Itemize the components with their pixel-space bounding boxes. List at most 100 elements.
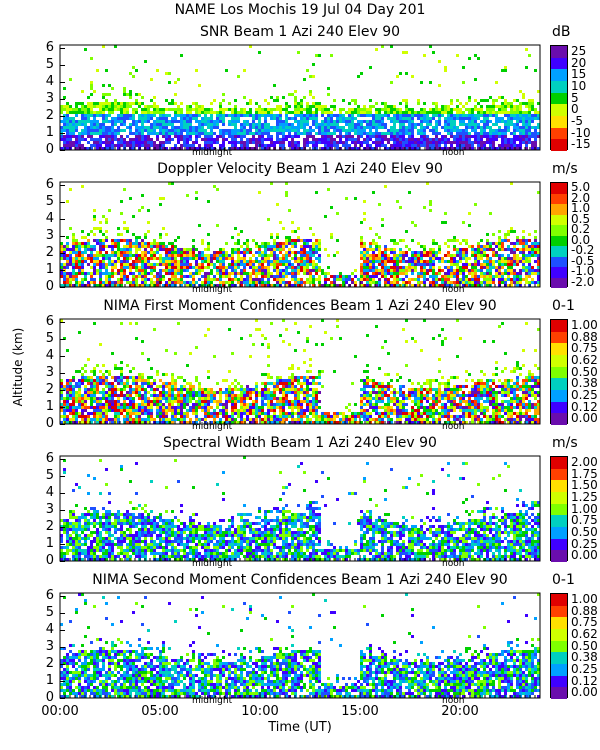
colorbar-unit: 0-1 (552, 572, 575, 588)
colorbar-label: 5.0 (571, 180, 591, 195)
colorbar-label: 0.0 (571, 232, 591, 247)
noon-label: noon (442, 696, 465, 706)
colorbar-label: -2.0 (571, 274, 595, 289)
colorbar-swatch (551, 538, 567, 551)
colorbar-label: 2.0 (571, 190, 591, 205)
colorbar-swatch (551, 605, 567, 618)
colorbar-swatch (551, 491, 567, 504)
colorbar-label: 1.00 (571, 591, 598, 606)
colorbar-label: 0.00 (571, 411, 598, 426)
x-tick-label: 15:00 (341, 704, 379, 719)
heatmap-cells (60, 456, 540, 561)
colorbar-swatch (551, 640, 567, 653)
y-tick-mark (60, 681, 65, 682)
x-tick-label: 05:00 (141, 704, 179, 719)
colorbar-label: -0.2 (571, 243, 595, 258)
colorbar-swatch (551, 366, 567, 379)
y-tick-label: 3 (45, 365, 54, 381)
colorbar-swatch (551, 46, 567, 58)
colorbar-swatch (551, 526, 567, 539)
colorbar-swatch (551, 413, 567, 425)
colorbar-label: -5 (571, 113, 583, 128)
y-tick-mark (60, 596, 65, 597)
heatmap-plot (59, 455, 541, 562)
x-axis-label: Time (UT) (268, 720, 332, 735)
colorbar-swatch (551, 235, 567, 246)
colorbar-swatch (551, 127, 567, 140)
colorbar-swatch (551, 675, 567, 688)
colorbar-label: 2.00 (571, 454, 598, 469)
colorbar-swatch (551, 115, 567, 128)
colorbar-swatch (551, 628, 567, 641)
colorbar-label: -1.0 (571, 264, 595, 279)
colorbar-label: 1.00 (571, 501, 598, 516)
y-tick-label: 2 (45, 382, 54, 398)
colorbar-label: 25 (571, 43, 587, 58)
y-tick-label: 6 (45, 451, 54, 467)
colorbar-label: 0.50 (571, 638, 598, 653)
y-tick-mark (60, 150, 65, 151)
y-tick-label: 0 (45, 553, 54, 568)
y-tick-mark (60, 99, 65, 100)
colorbar-label: 0.38 (571, 376, 598, 391)
colorbar-unit: m/s (552, 435, 578, 451)
colorbar-swatch (551, 503, 567, 516)
heatmap-cells (60, 45, 540, 150)
y-tick-mark (60, 510, 65, 511)
y-tick-label: 6 (45, 177, 54, 193)
y-tick-label: 1 (45, 125, 54, 141)
colorbar-swatch (551, 267, 567, 278)
colorbar-unit: dB (552, 24, 571, 40)
y-tick-label: 1 (45, 673, 54, 689)
y-tick-mark (60, 202, 65, 203)
y-tick-label: 0 (45, 690, 54, 705)
y-tick-mark (60, 133, 65, 134)
colorbar-swatch (551, 80, 567, 93)
colorbar-label: 0.62 (571, 352, 598, 367)
panel-title: Spectral Width Beam 1 Azi 240 Elev 90 (163, 435, 437, 451)
colorbar-label: 0.12 (571, 399, 598, 414)
y-tick-label: 4 (45, 485, 54, 501)
colorbar (550, 182, 568, 288)
y-tick-mark (60, 356, 65, 357)
colorbar-label: 0 (571, 102, 579, 117)
y-tick-label: 5 (45, 605, 54, 621)
y-tick-mark (60, 270, 65, 271)
colorbar-swatch (551, 617, 567, 629)
colorbar-label: 0.88 (571, 603, 598, 618)
colorbar-swatch (551, 277, 567, 288)
y-tick-mark (60, 630, 65, 631)
colorbar-swatch (551, 69, 567, 81)
x-tick-label: 00:00 (41, 704, 79, 719)
colorbar-swatch (551, 652, 567, 664)
midnight-label: midnight (192, 422, 233, 432)
colorbar-label: 0.75 (571, 615, 598, 630)
colorbar-unit: m/s (552, 161, 578, 177)
colorbar-label: 0.25 (571, 387, 598, 402)
y-tick-label: 5 (45, 331, 54, 347)
heatmap-cells (60, 319, 540, 424)
y-tick-label: 4 (45, 74, 54, 90)
colorbar-label: 20 (571, 55, 587, 70)
y-tick-label: 5 (45, 194, 54, 210)
y-tick-mark (60, 185, 65, 186)
y-tick-label: 6 (45, 314, 54, 330)
y-tick-mark (60, 322, 65, 323)
colorbar-label: -15 (571, 137, 591, 152)
colorbar-swatch (551, 343, 567, 355)
y-tick-label: 3 (45, 91, 54, 107)
colorbar-swatch (551, 139, 567, 151)
y-tick-label: 3 (45, 502, 54, 518)
colorbar-swatch (551, 663, 567, 676)
y-tick-label: 3 (45, 639, 54, 655)
colorbar-label: 1.75 (571, 466, 598, 481)
colorbar-swatch (551, 331, 567, 344)
colorbar-swatch (551, 256, 567, 267)
noon-label: noon (442, 422, 465, 432)
heatmap-plot (59, 181, 541, 288)
colorbar-label: 5 (571, 90, 579, 105)
colorbar-label: 1.50 (571, 478, 598, 493)
noon-label: noon (442, 559, 465, 569)
figure-header: NAME Los Mochis 19 Jul 04 Day 201 (174, 2, 426, 18)
y-tick-mark (60, 373, 65, 374)
